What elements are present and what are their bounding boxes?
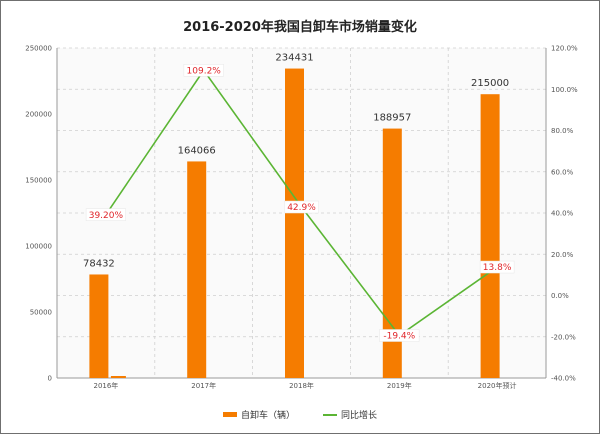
y-right-tick-label: -20.0% xyxy=(551,333,576,341)
chart-title: 2016-2020年我国自卸车市场销量变化 xyxy=(183,20,417,35)
bar-sliver xyxy=(110,376,126,378)
chart-legend: 自卸车（辆） 同比增长 xyxy=(0,408,600,421)
y-left-tick-label: 250000 xyxy=(25,45,52,53)
y-right-tick-label: 60.0% xyxy=(551,168,574,176)
bar xyxy=(285,68,304,378)
growth-label-box xyxy=(183,64,224,77)
y-left-tick-label: 150000 xyxy=(25,177,52,185)
legend-swatch-line xyxy=(323,413,337,416)
bar xyxy=(382,128,402,378)
growth-label-box xyxy=(479,260,515,274)
y-right-tick-label: 40.0% xyxy=(551,210,574,218)
bar-value-label: 188957 xyxy=(373,113,411,124)
growth-value-label: 13.8% xyxy=(483,263,512,273)
x-tick-label: 2017年 xyxy=(191,381,216,390)
bar xyxy=(480,94,500,378)
bar-value-label: 164066 xyxy=(178,145,216,156)
bar-value-label: 215000 xyxy=(471,78,509,89)
bar-value-label: 78432 xyxy=(83,258,115,269)
growth-label-box xyxy=(85,208,126,221)
y-right-tick-label: -40.0% xyxy=(551,375,576,383)
growth-label-box xyxy=(379,329,420,342)
y-right-tick-label: 20.0% xyxy=(551,251,574,259)
legend-swatch-bar xyxy=(222,412,237,417)
y-left-tick-label: 50000 xyxy=(30,309,52,317)
y-right-tick-label: 0.0% xyxy=(551,292,569,300)
x-tick-label: 2016年 xyxy=(93,381,118,390)
growth-label-box xyxy=(284,200,319,214)
x-tick-label: 2019年 xyxy=(387,381,412,390)
y-right-tick-label: 80.0% xyxy=(551,127,574,135)
growth-value-label: 42.9% xyxy=(287,203,316,213)
growth-value-label: 109.2% xyxy=(187,66,222,76)
legend-label-bar: 自卸车（辆） xyxy=(240,411,295,421)
y-left-tick-label: 0 xyxy=(48,375,52,383)
bar-value-label: 234431 xyxy=(275,53,313,64)
bar xyxy=(187,161,207,378)
x-tick-label: 2020年预计 xyxy=(478,381,517,390)
bar xyxy=(89,274,109,378)
y-right-tick-label: 120.0% xyxy=(551,45,578,53)
y-left-tick-label: 100000 xyxy=(25,243,52,251)
legend-label-line: 同比增长 xyxy=(341,411,378,421)
x-tick-label: 2018年 xyxy=(289,381,314,390)
growth-value-label: -19.4% xyxy=(383,332,415,342)
legend-item-bar: 自卸车（辆） xyxy=(222,408,295,421)
y-left-tick-label: 200000 xyxy=(25,111,52,119)
legend-item-line: 同比增长 xyxy=(323,408,377,421)
y-right-tick-label: 100.0% xyxy=(551,86,578,94)
growth-value-label: 39.20% xyxy=(89,211,124,221)
